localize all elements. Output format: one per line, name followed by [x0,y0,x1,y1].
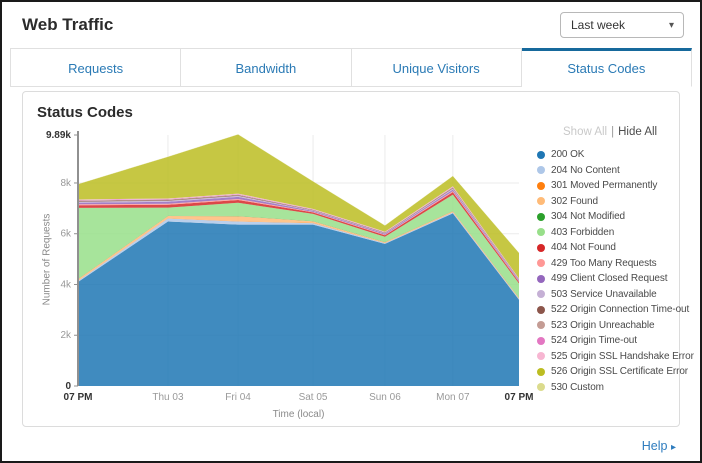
legend-item[interactable]: 524 Origin Time-out [537,333,687,349]
x-tick-label: Thu 03 [152,392,184,403]
time-range-select[interactable]: Last week ▾ [560,12,684,38]
tab-unique-visitors[interactable]: Unique Visitors [351,48,522,87]
legend-label: 304 Not Modified [551,211,626,223]
area-526-origin-ssl-certificate-error[interactable] [78,134,519,279]
legend-item[interactable]: 530 Custom [537,380,687,396]
legend-item[interactable]: 404 Not Found [537,240,687,256]
legend-label: 200 OK [551,149,585,161]
legend-label: 503 Service Unavailable [551,288,657,300]
legend-item[interactable]: 526 Origin SSL Certificate Error [537,364,689,380]
legend-item[interactable]: 522 Origin Connection Time-out [537,302,690,318]
legend-color-dot [537,274,545,283]
area-403-forbidden[interactable] [78,194,519,298]
legend-color-dot [537,383,545,392]
legend-color-dot [537,181,545,190]
legend-label: 301 Moved Permanently [551,180,658,192]
status-codes-chart[interactable]: 0 2k 4k 6k 8k 9.89k 07 PM Thu 03 Fri 04 Sat 05 Sun… [37,122,537,422]
legend-color-dot [537,352,545,361]
x-tick-label: Sun 06 [369,392,401,403]
legend-controls: Show All | Hide All [563,126,687,138]
arrow-right-icon: ▸ [670,442,676,453]
legend-items: 200 OK 204 No Content 301 Moved Permanentl… [537,147,694,396]
x-tick-label: 07 PM [64,392,93,403]
card-footer: Help ▸ [10,432,692,461]
analytics-tabbar: Requests Bandwidth Unique Visitors Statu… [10,48,692,87]
x-tick-label: Mon 07 [436,392,470,403]
legend-item[interactable]: 525 Origin SSL Handshake Error [537,349,694,365]
legend-color-dot [537,150,545,159]
y-tick-label: 9.89k [46,130,71,141]
status-codes-panel: Status Codes Number of Requests 0 2k 4k 6k 8… [22,91,694,427]
x-axis-title: Time (local) [273,409,325,420]
legend-label: 526 Origin SSL Certificate Error [551,366,689,378]
legend-divider: | [611,126,615,138]
card-header: Web Traffic Last week ▾ [2,2,700,48]
legend-color-dot [537,305,545,314]
tab-requests[interactable]: Requests [10,48,182,87]
legend-label: 525 Origin SSL Handshake Error [551,350,694,362]
y-tick-label: 6k [60,229,72,240]
chart-title: Status Codes [37,104,133,121]
legend-item[interactable]: 304 Not Modified [537,209,687,225]
legend-item[interactable]: 429 Too Many Requests [537,256,687,272]
x-tick-label: Sat 05 [299,392,328,403]
legend-item[interactable]: 403 Forbidden [537,225,687,241]
legend-color-dot [537,243,545,252]
page-title: Web Traffic [22,15,114,34]
area-404-not-found[interactable] [78,192,519,284]
x-tick-label: Fri 04 [225,392,251,403]
y-tick-label: 2k [60,330,72,341]
legend-item[interactable]: 499 Client Closed Request [537,271,687,287]
legend-label: 204 No Content [551,164,620,176]
legend-color-dot [537,290,545,299]
show-all-button[interactable]: Show All [563,126,608,138]
legend-color-dot [537,321,545,330]
x-tick-label: 07 PM [505,392,534,403]
y-tick-label: 8k [60,178,72,189]
legend: Show All | Hide All 200 OK 204 No Content 30… [537,126,694,396]
tab-bandwidth[interactable]: Bandwidth [181,48,352,87]
legend-item[interactable]: 200 OK [537,147,687,163]
legend-item[interactable]: 301 Moved Permanently [537,178,687,194]
legend-color-dot [537,259,545,268]
help-link[interactable]: Help ▸ [641,439,676,453]
area-200-ok[interactable] [78,213,519,386]
legend-item[interactable]: 503 Service Unavailable [537,287,687,303]
legend-item[interactable]: 204 No Content [537,163,687,179]
y-tick-label: 0 [65,381,71,392]
legend-label: 523 Origin Unreachable [551,319,655,331]
legend-label: 404 Not Found [551,242,616,254]
chevron-down-icon: ▾ [668,19,674,31]
legend-label: 499 Client Closed Request [551,273,668,285]
legend-label: 302 Found [551,195,598,207]
hide-all-button[interactable]: Hide All [618,126,658,138]
legend-color-dot [537,212,545,221]
legend-label: 429 Too Many Requests [551,257,657,269]
time-range-value: Last week [571,18,626,32]
legend-color-dot [537,336,545,345]
y-tick-label: 4k [60,279,72,290]
legend-color-dot [537,228,545,237]
legend-color-dot [537,166,545,175]
legend-item[interactable]: 523 Origin Unreachable [537,318,687,334]
legend-color-dot [537,197,545,206]
legend-label: 524 Origin Time-out [551,335,637,347]
legend-label: 403 Forbidden [551,226,615,238]
legend-item[interactable]: 302 Found [537,194,687,210]
legend-color-dot [537,367,545,376]
legend-label: 530 Custom [551,381,604,393]
tab-status-codes[interactable]: Status Codes [521,48,692,87]
legend-label: 522 Origin Connection Time-out [551,304,690,316]
